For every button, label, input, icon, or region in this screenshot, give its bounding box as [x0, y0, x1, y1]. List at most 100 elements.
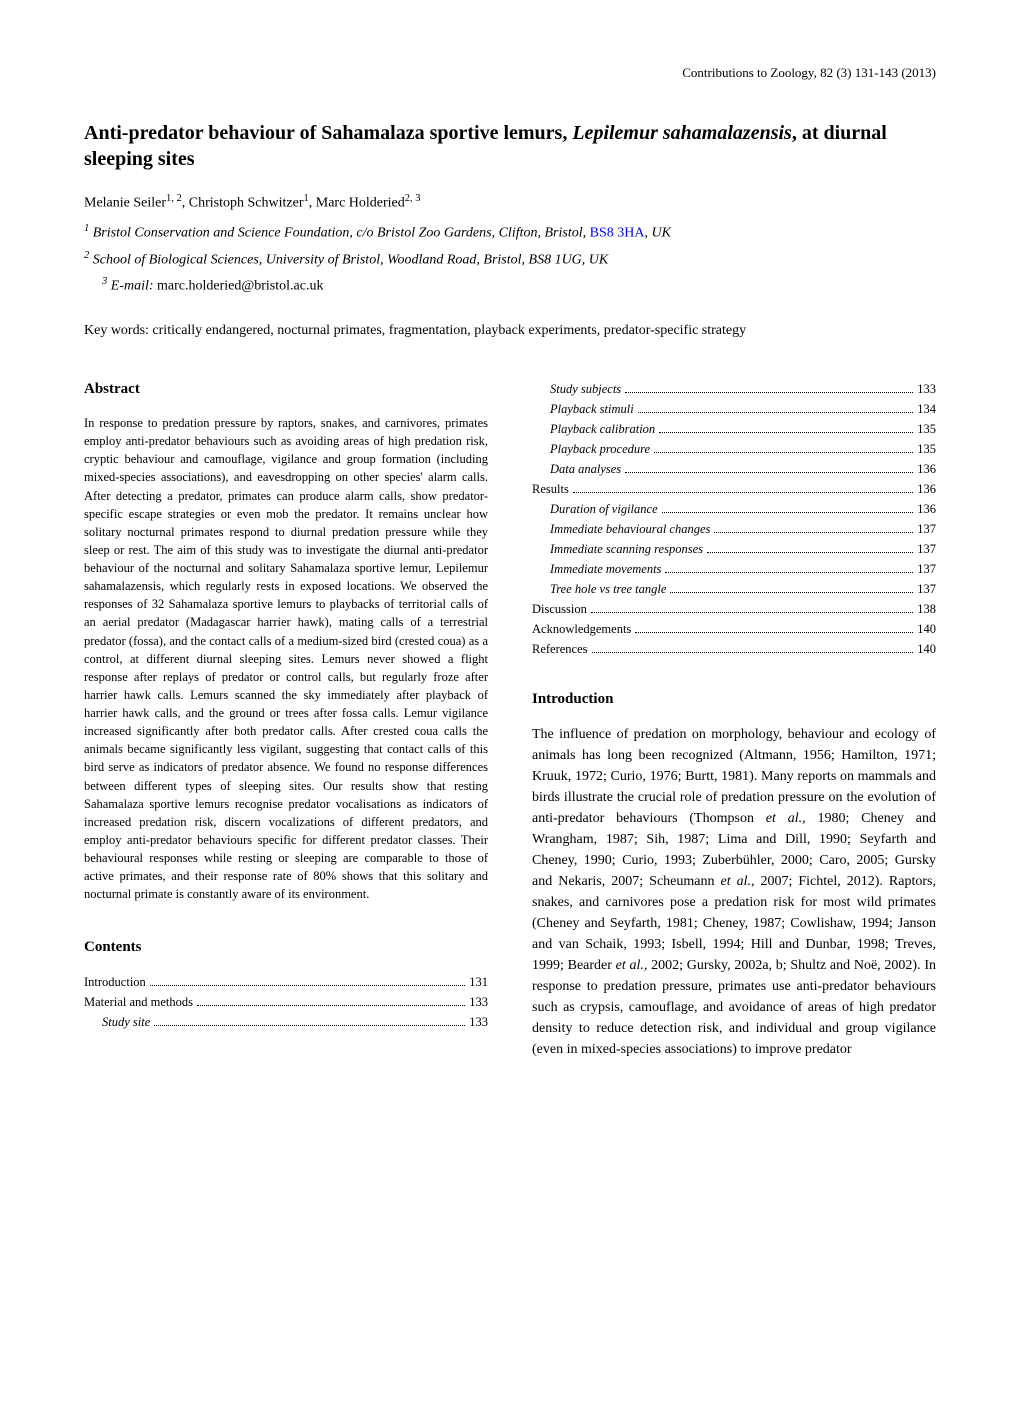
contents-dots	[573, 492, 913, 493]
left-column: Abstract In response to predation pressu…	[84, 379, 488, 1060]
contents-dots	[670, 592, 913, 593]
contents-row: Playback procedure 135	[532, 439, 936, 459]
contents-page: 135	[917, 439, 936, 459]
authors-line: Melanie Seiler1, 2, Christoph Schwitzer1…	[84, 192, 936, 213]
contents-label: Immediate scanning responses	[550, 539, 703, 559]
contents-label: Discussion	[532, 599, 587, 619]
contents-list-right: Study subjects133Playback stimuli134Play…	[532, 379, 936, 659]
affil-1-text: Bristol Conservation and Science Foundat…	[89, 226, 589, 241]
keywords: Key words: critically endangered, noctur…	[84, 320, 936, 341]
affil-1-suffix: , UK	[644, 226, 670, 241]
two-column-layout: Abstract In response to predation pressu…	[84, 379, 936, 1060]
introduction-heading: Introduction	[532, 689, 936, 710]
affil-1-postcode: BS8 3HA	[590, 226, 645, 241]
contents-row: Playback stimuli 134	[532, 399, 936, 419]
contents-list-left: Introduction131Material and methods133St…	[84, 972, 488, 1032]
contents-label: Results	[532, 479, 569, 499]
affiliation-1: 1 Bristol Conservation and Science Found…	[84, 221, 936, 244]
contents-page: 133	[469, 1012, 488, 1032]
contents-row: Playback calibration 135	[532, 419, 936, 439]
contents-dots	[591, 612, 913, 613]
contents-label: Study subjects	[550, 379, 621, 399]
contents-label: Playback procedure	[550, 439, 650, 459]
affiliation-2: 2 School of Biological Sciences, Univers…	[84, 248, 936, 271]
contents-dots	[665, 572, 913, 573]
contents-dots	[659, 432, 913, 433]
title-species: Lepilemur sahamalazensis	[572, 122, 791, 144]
abstract-body: In response to predation pressure by rap…	[84, 414, 488, 903]
contents-row: Immediate movements 137	[532, 559, 936, 579]
contents-dots	[707, 552, 913, 553]
affil-2-text: School of Biological Sciences, Universit…	[89, 253, 608, 268]
contents-row: References 140	[532, 639, 936, 659]
contents-label: Study site	[102, 1012, 150, 1032]
et-al: et al.	[720, 874, 751, 889]
contents-label: Immediate behavioural changes	[550, 519, 710, 539]
contents-page: 140	[917, 639, 936, 659]
abstract-heading: Abstract	[84, 379, 488, 400]
journal-header: Contributions to Zoology, 82 (3) 131-143…	[84, 64, 936, 82]
contents-label: Material and methods	[84, 992, 193, 1012]
contents-page: 137	[917, 519, 936, 539]
contents-dots	[154, 1025, 465, 1026]
contents-page: 131	[469, 972, 488, 992]
contents-row: Data analyses 136	[532, 459, 936, 479]
contents-page: 133	[469, 992, 488, 1012]
author-1-sup: 1, 2	[166, 193, 182, 204]
contents-dots	[638, 412, 914, 413]
contents-page: 137	[917, 579, 936, 599]
contents-row: Introduction 131	[84, 972, 488, 992]
contents-page: 135	[917, 419, 936, 439]
contents-row: Tree hole vs tree tangle 137	[532, 579, 936, 599]
author-1: Melanie Seiler	[84, 196, 166, 211]
contents-page: 137	[917, 539, 936, 559]
title-suffix: , at	[792, 122, 819, 144]
contents-row: Immediate scanning responses 137	[532, 539, 936, 559]
contents-label: Tree hole vs tree tangle	[550, 579, 666, 599]
contents-dots	[662, 512, 914, 513]
author-3: , Marc Holderied	[309, 196, 405, 211]
author-3-sup: 2, 3	[405, 193, 421, 204]
contents-dots	[592, 652, 914, 653]
contents-page: 136	[917, 459, 936, 479]
right-column: Study subjects133Playback stimuli134Play…	[532, 379, 936, 1060]
contents-label: Immediate movements	[550, 559, 661, 579]
contents-row: Study site 133	[84, 1012, 488, 1032]
et-al: et al.	[616, 958, 644, 973]
contents-row: Study subjects 133	[532, 379, 936, 399]
contents-row: Immediate behavioural changes 137	[532, 519, 936, 539]
contents-label: Introduction	[84, 972, 146, 992]
contents-label: Duration of vigilance	[550, 499, 658, 519]
contents-row: Acknowledgements 140	[532, 619, 936, 639]
contents-dots	[625, 472, 913, 473]
author-2: , Christoph Schwitzer	[182, 196, 304, 211]
contents-page: 136	[917, 499, 936, 519]
contents-dots	[197, 1005, 465, 1006]
contents-row: Discussion 138	[532, 599, 936, 619]
contents-label: Playback calibration	[550, 419, 655, 439]
contents-page: 133	[917, 379, 936, 399]
contents-page: 134	[917, 399, 936, 419]
contents-heading: Contents	[84, 937, 488, 958]
contents-label: Data analyses	[550, 459, 621, 479]
contents-label: References	[532, 639, 588, 659]
contents-dots	[714, 532, 913, 533]
et-al: et al.	[766, 811, 802, 826]
contents-row: Results136	[532, 479, 936, 499]
email-address: marc.holderied@bristol.ac.uk	[157, 278, 323, 293]
contents-dots	[654, 452, 913, 453]
title-prefix: Anti-predator behaviour of Sahamalaza sp…	[84, 122, 572, 144]
email-label: E-mail:	[107, 278, 157, 293]
introduction-body: The influence of predation on morphology…	[532, 724, 936, 1060]
contents-row: Duration of vigilance 136	[532, 499, 936, 519]
contents-dots	[635, 632, 913, 633]
contents-page: 140	[917, 619, 936, 639]
contents-page: 138	[917, 599, 936, 619]
contents-label: Acknowledgements	[532, 619, 631, 639]
paper-title: Anti-predator behaviour of Sahamalaza sp…	[84, 120, 936, 172]
corresponding-email-line: 3 E-mail: marc.holderied@bristol.ac.uk	[102, 275, 936, 296]
contents-row: Material and methods 133	[84, 992, 488, 1012]
contents-dots	[150, 985, 465, 986]
contents-page: 137	[917, 559, 936, 579]
contents-label: Playback stimuli	[550, 399, 634, 419]
